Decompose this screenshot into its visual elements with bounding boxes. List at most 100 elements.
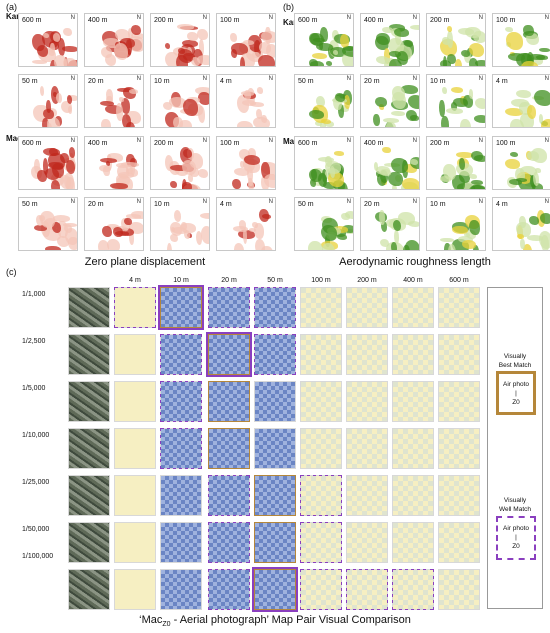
map-patch xyxy=(468,58,478,66)
map-resolution-label: 200 m xyxy=(430,17,450,24)
map-patch xyxy=(124,218,132,226)
thumbnail-texture xyxy=(301,335,341,374)
map-resolution-label: 200 m xyxy=(154,17,174,24)
z0-map-thumbnail xyxy=(160,428,202,469)
map-patch xyxy=(57,38,66,56)
map-patch xyxy=(531,56,544,66)
map-patch xyxy=(516,233,524,240)
map-patch xyxy=(322,243,336,250)
map-thumbnail: 100 m N xyxy=(492,136,550,190)
legend-best-sample: Air photo | Z0 xyxy=(496,371,536,415)
map-patch xyxy=(255,108,262,119)
thumbnail-texture xyxy=(69,335,109,374)
map-patch xyxy=(50,42,55,53)
map-thumbnail: 200 m N xyxy=(150,13,210,67)
north-arrow-icon: N xyxy=(202,199,207,205)
map-patch xyxy=(247,166,254,182)
map-patch xyxy=(46,99,52,114)
z0-map-thumbnail xyxy=(438,381,480,422)
thumbnail-texture xyxy=(255,288,295,327)
map-patch xyxy=(313,37,326,42)
map-patch xyxy=(121,161,139,167)
map-patch xyxy=(439,99,445,118)
map-patch xyxy=(376,173,387,186)
map-patch xyxy=(392,92,407,110)
map-patch xyxy=(183,99,198,117)
map-patch xyxy=(125,121,136,127)
thumbnail-texture xyxy=(439,476,479,515)
map-patch xyxy=(315,121,323,126)
map-patch xyxy=(168,97,186,109)
map-patch xyxy=(188,174,193,182)
thumbnail-texture xyxy=(161,570,201,609)
resolution-column-header: 400 m xyxy=(403,277,423,284)
map-patch xyxy=(312,53,327,59)
z0-map-thumbnail xyxy=(392,381,434,422)
map-patch xyxy=(446,53,457,65)
z0-map-thumbnail xyxy=(346,334,388,375)
z0-map-thumbnail xyxy=(114,287,156,328)
map-patch xyxy=(43,32,50,39)
map-scale-label: 1/100,000 xyxy=(22,553,54,560)
map-patch xyxy=(56,93,63,104)
map-patch xyxy=(466,230,476,240)
map-patch xyxy=(130,25,141,36)
thumbnail-texture xyxy=(439,570,479,609)
map-patch xyxy=(439,176,452,182)
map-patch xyxy=(333,49,339,55)
resolution-column-header: 200 m xyxy=(357,277,377,284)
legend-box xyxy=(487,287,543,609)
z0-map-thumbnail xyxy=(438,569,480,610)
thumbnail-texture xyxy=(209,335,249,374)
map-patch xyxy=(470,151,483,162)
map-patch xyxy=(526,52,535,66)
map-thumbnail: 20 m N xyxy=(84,74,144,128)
map-patch xyxy=(244,155,261,165)
map-patch xyxy=(261,214,272,220)
map-patch xyxy=(451,102,458,111)
thumbnail-texture xyxy=(115,429,155,468)
map-patch xyxy=(198,106,206,123)
map-patch xyxy=(472,245,479,250)
map-patch xyxy=(320,225,338,242)
map-patch xyxy=(531,183,543,189)
map-patch xyxy=(520,165,537,178)
map-patch xyxy=(317,173,327,187)
z0-map-thumbnail xyxy=(300,475,342,516)
thumbnail-texture xyxy=(161,382,201,421)
map-patch xyxy=(230,42,249,56)
map-patch xyxy=(100,118,111,127)
z0-map-thumbnail xyxy=(208,287,250,328)
z0-map-thumbnail xyxy=(208,569,250,610)
z0-map-thumbnail xyxy=(254,381,296,422)
map-patch xyxy=(261,114,267,123)
map-patch xyxy=(106,152,124,163)
north-arrow-icon: N xyxy=(544,76,549,82)
north-arrow-icon: N xyxy=(346,15,351,21)
map-patch xyxy=(173,209,182,222)
z0-map-thumbnail xyxy=(438,475,480,516)
map-thumbnail: 600 m N xyxy=(18,13,78,67)
caption-subscript: Z0 xyxy=(162,621,171,629)
map-thumbnail: 600 m N xyxy=(294,13,354,67)
map-patch xyxy=(125,214,142,219)
map-patch xyxy=(447,244,456,250)
map-patch xyxy=(36,169,47,183)
map-patch xyxy=(462,239,477,249)
map-patch xyxy=(34,224,47,232)
map-patch xyxy=(113,42,128,60)
thumbnail-texture xyxy=(255,570,295,609)
map-patch xyxy=(32,59,48,65)
map-resolution-label: 50 m xyxy=(22,201,38,208)
map-patch xyxy=(238,149,251,160)
map-patch xyxy=(396,51,408,65)
map-patch xyxy=(195,87,209,95)
resolution-column-header: 100 m xyxy=(311,277,331,284)
map-patch xyxy=(391,158,408,174)
map-resolution-label: 20 m xyxy=(364,78,380,85)
map-patch xyxy=(322,181,337,189)
map-resolution-label: 4 m xyxy=(220,78,232,85)
north-arrow-icon: N xyxy=(412,199,417,205)
map-thumbnail: 400 m N xyxy=(360,13,420,67)
map-thumbnail: 50 m N xyxy=(294,74,354,128)
